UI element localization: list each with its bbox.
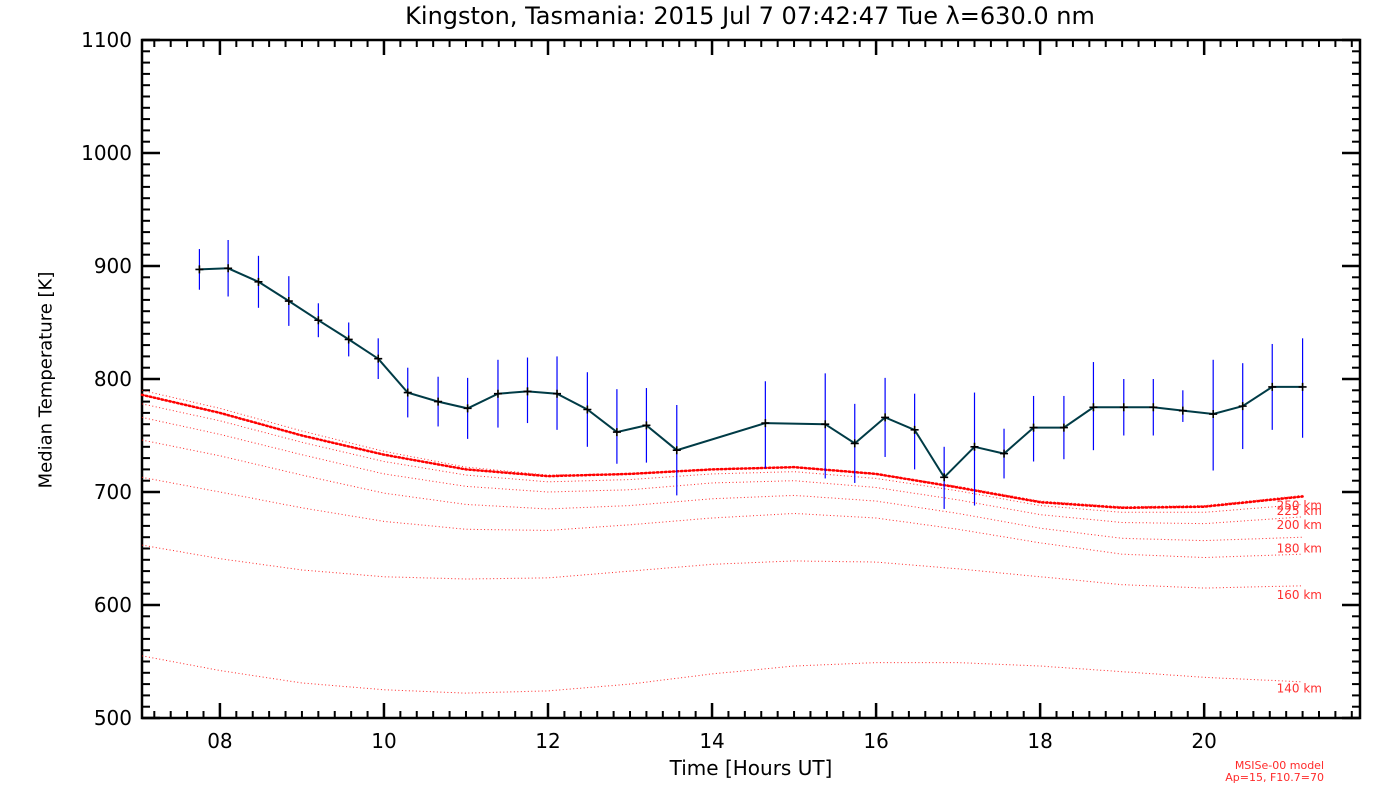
x-tick-label: 12	[535, 729, 560, 753]
y-tick-label: 500	[94, 706, 132, 730]
data-point	[403, 388, 412, 397]
model-curve-200-km	[141, 416, 1303, 525]
x-tick-label: 14	[699, 729, 724, 753]
y-axis-label: Median Temperature [K]	[35, 271, 57, 489]
curve-label: 140 km	[1277, 682, 1322, 696]
data-point	[583, 405, 592, 414]
curve-label: 250 km	[1277, 499, 1322, 513]
y-tick-label: 700	[94, 480, 132, 504]
x-tick-label: 16	[863, 729, 888, 753]
x-tick-label: 20	[1191, 729, 1216, 753]
data-point	[1000, 449, 1009, 458]
data-point	[1059, 423, 1068, 432]
model-curve-120-km	[141, 655, 1303, 694]
x-tick-label: 18	[1027, 729, 1052, 753]
y-tick-label: 900	[94, 254, 132, 278]
data-point	[1178, 406, 1187, 415]
data-point	[850, 439, 859, 448]
data-point	[553, 389, 562, 398]
data-point	[523, 387, 532, 396]
measured-temperature-line	[199, 267, 1303, 479]
curve-label: 180 km	[1277, 542, 1322, 556]
data-point	[672, 446, 681, 455]
x-tick-label: 10	[371, 729, 396, 753]
data-point	[1149, 403, 1158, 412]
data-point	[493, 389, 502, 398]
y-tick-label: 1100	[81, 28, 132, 52]
data-point	[940, 473, 949, 482]
y-tick-label: 800	[94, 367, 132, 391]
data-point	[1268, 382, 1277, 391]
data-point	[1209, 410, 1218, 419]
data-point	[195, 265, 204, 274]
data-point	[1089, 403, 1098, 412]
data-point	[254, 277, 263, 286]
data-point	[344, 335, 353, 344]
y-tick-label: 1000	[81, 141, 132, 165]
curve-label: 225 km	[1277, 504, 1322, 518]
data-point	[821, 420, 830, 429]
data-point	[314, 316, 323, 325]
data-point	[761, 419, 770, 428]
data-point	[284, 297, 293, 306]
data-point	[463, 404, 472, 413]
chart-title: Kingston, Tasmania: 2015 Jul 7 07:42:47 …	[405, 2, 1095, 30]
data-point	[642, 421, 651, 430]
data-point	[224, 264, 233, 273]
y-tick-label: 600	[94, 593, 132, 617]
data-point	[910, 425, 919, 434]
data-point	[1298, 382, 1307, 391]
data-point	[374, 354, 383, 363]
data-point	[1119, 403, 1128, 412]
data-point	[1238, 402, 1247, 411]
data-point	[881, 413, 890, 422]
model-curve-140-km	[141, 544, 1303, 589]
model-note-line1: MSISe-00 model	[1234, 759, 1324, 772]
model-curve-160-km	[141, 476, 1303, 559]
x-axis-label: Time [Hours UT]	[669, 756, 833, 780]
model-curve-bold	[140, 393, 1304, 510]
model-curve-225-km	[141, 403, 1303, 513]
model-curve-250-km	[141, 389, 1303, 508]
data-point	[434, 397, 443, 406]
model-note-line2: Ap=15, F10.7=70	[1225, 771, 1324, 784]
x-tick-label: 08	[207, 729, 232, 753]
data-point	[970, 442, 979, 451]
data-point	[1029, 423, 1038, 432]
curve-label: 160 km	[1277, 588, 1322, 602]
curve-label: 200 km	[1277, 518, 1322, 532]
data-point	[612, 428, 621, 437]
plot-frame	[140, 38, 1362, 720]
model-curve-180-km	[141, 439, 1303, 542]
